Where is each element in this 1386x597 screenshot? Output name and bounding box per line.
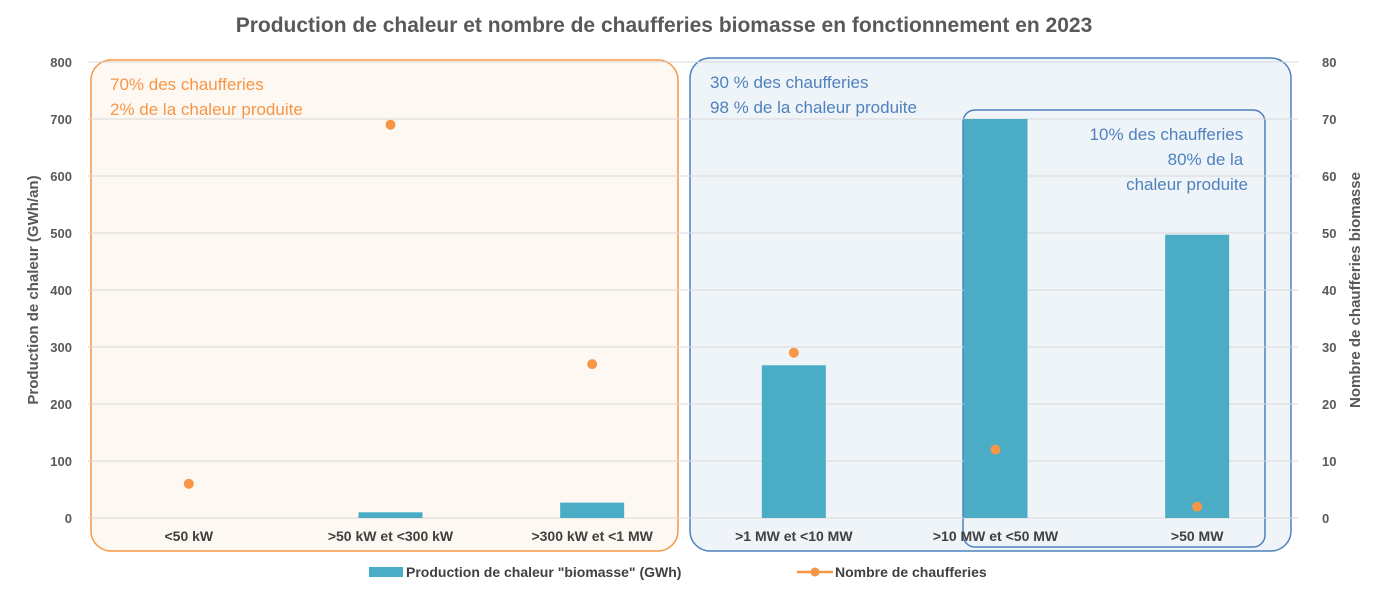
annotation-very-large-line2: 80% de la [1168,150,1244,169]
legend-label-count: Nombre de chaufferies [835,564,987,580]
point [587,359,598,370]
annotation-small-line2: 2% de la chaleur produite [110,100,303,119]
y-tick-label: 100 [50,454,72,469]
annotation-very-large-share: 10% des chaufferies 80% de la chaleur pr… [1090,125,1248,194]
bar [761,365,826,518]
gridlines [88,61,1298,519]
legend-label-production: Production de chaleur "biomasse" (GWh) [406,564,681,580]
y-tick-label: 500 [50,226,72,241]
y2-tick-label: 20 [1322,397,1336,412]
category-label: >50 kW et <300 kW [328,528,454,544]
y2-tick-label: 0 [1322,511,1329,526]
bar [358,512,423,518]
y2-tick-label: 60 [1322,169,1336,184]
y2-tick-label: 70 [1322,112,1336,127]
region-box-small [90,59,679,552]
category-label: >300 kW et <1 MW [531,528,653,544]
y-tick-label: 700 [50,112,72,127]
bar [963,119,1028,518]
y2-tick-label: 80 [1322,55,1336,70]
category-labels: <50 kW >50 kW et <300 kW >300 kW et <1 MW >… [165,528,1225,544]
annotation-small-line1: 70% des chaufferies [110,75,264,94]
legend: Production de chaleur "biomasse" (GWh) N… [369,564,987,580]
y-tick-label: 800 [50,55,72,70]
category-label: >50 MW [1171,528,1224,544]
chart-title: Production de chaleur et nombre de chauf… [236,14,1093,37]
y-tick-label: 200 [50,397,72,412]
annotation-large-line1: 30 % des chaufferies [710,73,868,92]
point [788,347,799,358]
points [183,119,1203,512]
region-box-very-large [962,109,1266,548]
y-tick-label: 300 [50,340,72,355]
point [183,478,194,489]
y2-axis-label: Nombre de chaufferies biomasse [1347,172,1364,408]
annotation-large-line2: 98 % de la chaleur produite [710,98,917,117]
y2-tick-label: 30 [1322,340,1336,355]
y-axis-label: Production de chaleur (GWh/an) [25,175,42,404]
y2-tick-label: 50 [1322,226,1336,241]
category-label: >10 MW et <50 MW [933,528,1059,544]
y-axis-ticks: 0 100 200 300 400 500 600 700 800 [50,55,72,526]
annotation-large-share: 30 % des chaufferies 98 % de la chaleur … [710,73,917,117]
annotation-very-large-line1: 10% des chaufferies [1090,125,1244,144]
bar [560,502,625,518]
bar [1165,234,1230,518]
point [990,444,1001,455]
y-tick-label: 0 [65,511,72,526]
y2-axis-ticks: 0 10 20 30 40 50 60 70 80 [1322,55,1336,526]
y2-tick-label: 10 [1322,454,1336,469]
y-tick-label: 600 [50,169,72,184]
annotation-small-share: 70% des chaufferies 2% de la chaleur pro… [110,75,303,119]
y2-tick-label: 40 [1322,283,1336,298]
y-tick-label: 400 [50,283,72,298]
annotation-very-large-line3: chaleur produite [1126,175,1248,194]
point [1192,501,1203,512]
legend-swatch-production [369,567,403,577]
category-label: <50 kW [165,528,214,544]
point [385,119,396,130]
legend-swatch-count-marker [810,567,820,577]
category-label: >1 MW et <10 MW [735,528,853,544]
